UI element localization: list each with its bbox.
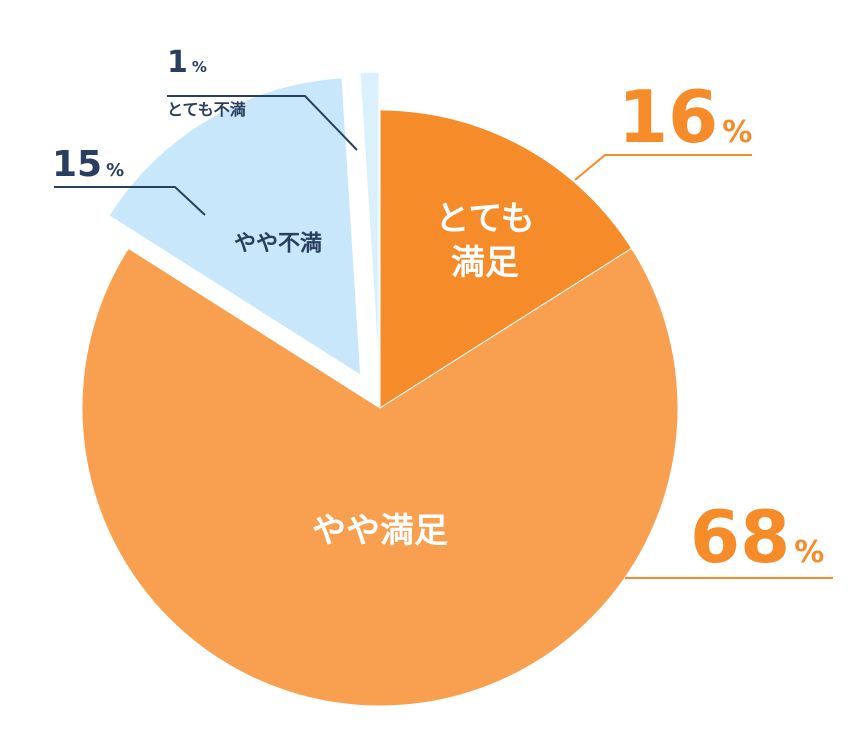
slice-label-2: やや不満 [234,231,322,257]
pie-slice-0 [379,109,633,409]
slice-value-3: 1% [167,45,207,80]
slice-label-1: やや満足 [312,511,448,551]
slice-label-0: とても満足 [435,199,534,283]
slice-value-1: 68% [690,495,824,579]
slice-value-2: 15% [52,144,124,185]
pie-slice-3 [359,71,380,371]
slice-value-0: 16% [618,75,752,159]
slice-labels: とても満足 16 % やや満足 68 % やや不満 15 % 1 % とても不満 [52,45,824,579]
leader-line-0 [574,154,752,181]
leader-line-2 [54,186,206,216]
pie-slice-1 [81,247,679,707]
leader-line-3 [167,95,358,151]
leader-lines [54,95,833,579]
pie-slice-2 [108,77,362,377]
slice-label-3: とても不満 [167,100,246,119]
pie-slices [81,71,679,707]
